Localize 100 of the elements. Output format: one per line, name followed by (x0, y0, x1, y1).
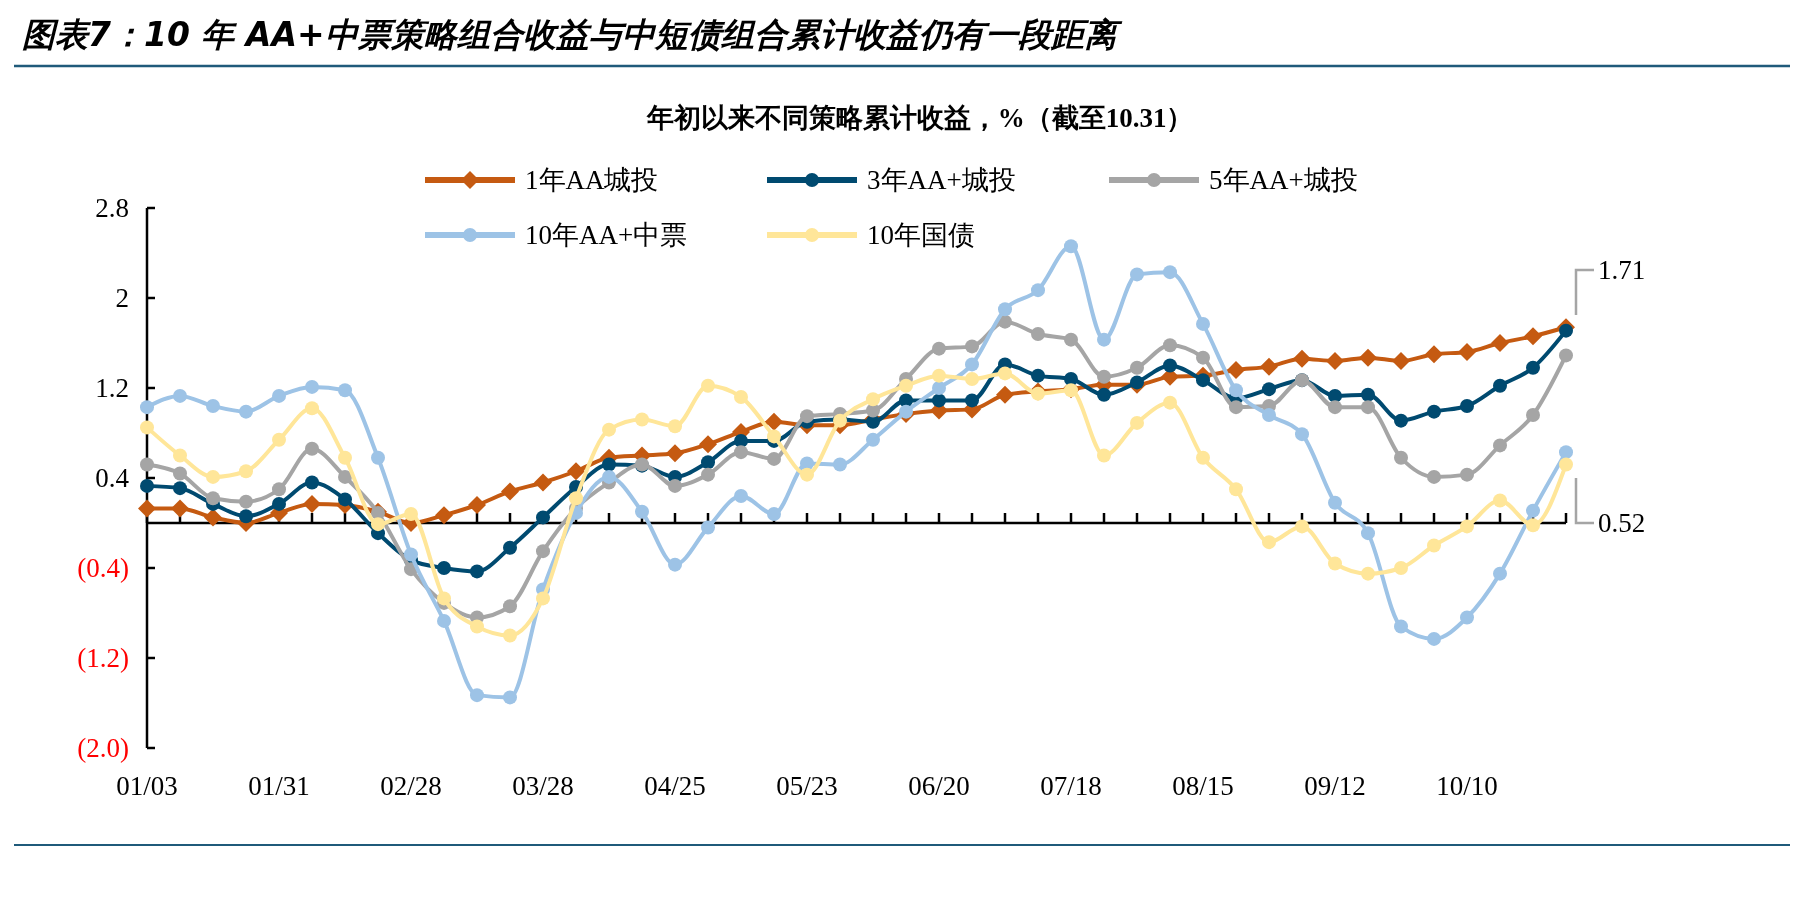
point (239, 494, 253, 509)
y-tick-label: 0.4 (95, 463, 130, 494)
x-tick-label: 10/10 (1436, 771, 1498, 801)
point (1559, 323, 1573, 338)
point (569, 491, 583, 506)
point (833, 457, 847, 472)
point (1427, 631, 1441, 646)
point (1196, 450, 1210, 465)
point (701, 455, 715, 470)
point (470, 564, 484, 579)
point (534, 473, 552, 492)
point (1359, 348, 1377, 367)
point (1097, 369, 1111, 384)
point (965, 339, 979, 354)
point (998, 302, 1012, 317)
point (701, 467, 715, 482)
point (765, 412, 783, 431)
point (468, 496, 486, 514)
point (1559, 348, 1573, 363)
point (371, 450, 385, 465)
legend-label: 3年AA+城投 (867, 165, 1016, 196)
point (1427, 469, 1441, 484)
point (206, 399, 220, 413)
x-tick-label: 01/03 (116, 771, 178, 801)
point (272, 388, 286, 403)
point (998, 366, 1012, 381)
point (1097, 387, 1111, 402)
point (206, 469, 220, 484)
point (734, 445, 748, 460)
x-tick-label: 01/31 (248, 771, 310, 801)
point (437, 591, 451, 606)
point (1394, 619, 1408, 634)
point (734, 489, 748, 503)
point (140, 420, 154, 435)
point (635, 504, 649, 519)
point (435, 506, 453, 525)
point (1262, 535, 1276, 550)
point (1361, 526, 1375, 541)
point (734, 390, 748, 404)
point (305, 401, 319, 416)
point (1064, 332, 1078, 347)
point (767, 451, 781, 466)
point (1130, 415, 1144, 430)
point (1130, 267, 1144, 282)
point (965, 372, 979, 386)
point (1361, 387, 1375, 402)
point (1229, 400, 1243, 415)
point (1458, 343, 1476, 361)
point (932, 368, 946, 383)
point (173, 388, 187, 403)
text: 0.52 (1598, 508, 1646, 539)
point (899, 378, 913, 393)
point (1394, 450, 1408, 465)
point (996, 385, 1014, 404)
y-tick-label: (0.4) (77, 553, 129, 584)
point (1559, 457, 1573, 472)
point (1227, 361, 1245, 379)
point (173, 481, 187, 496)
point (1460, 519, 1474, 534)
x-tick-label: 04/25 (644, 771, 706, 801)
x-tick-label: 06/20 (908, 771, 970, 801)
point (668, 557, 682, 572)
point (272, 482, 286, 497)
point (965, 357, 979, 372)
point (965, 393, 979, 408)
point (338, 469, 352, 484)
point (1229, 383, 1243, 398)
point (567, 462, 585, 481)
point (204, 508, 222, 527)
x-tick-label: 02/28 (380, 771, 442, 801)
point (1526, 518, 1540, 533)
x-tick-label: 05/23 (776, 771, 838, 801)
legend-label: 5年AA+城投 (1209, 165, 1358, 196)
point (701, 520, 715, 535)
point (470, 619, 484, 634)
point (1031, 386, 1045, 401)
point (800, 456, 814, 471)
point (305, 441, 319, 456)
point (1064, 372, 1078, 386)
point (470, 688, 484, 703)
point (666, 444, 684, 463)
point (1262, 408, 1276, 422)
point (1392, 352, 1410, 370)
point (1361, 400, 1375, 415)
point (1196, 350, 1210, 365)
point (536, 544, 550, 559)
point (371, 517, 385, 532)
point (1163, 358, 1177, 373)
legend-label: 10年AA+中票 (525, 220, 688, 251)
point (767, 429, 781, 444)
point (668, 478, 682, 493)
point (536, 510, 550, 525)
point (602, 469, 616, 484)
point (1163, 395, 1177, 410)
point (338, 492, 352, 507)
point (1262, 382, 1276, 397)
y-tick-label: (2.0) (77, 733, 129, 764)
point (1097, 332, 1111, 347)
point (437, 613, 451, 628)
point (899, 393, 913, 408)
